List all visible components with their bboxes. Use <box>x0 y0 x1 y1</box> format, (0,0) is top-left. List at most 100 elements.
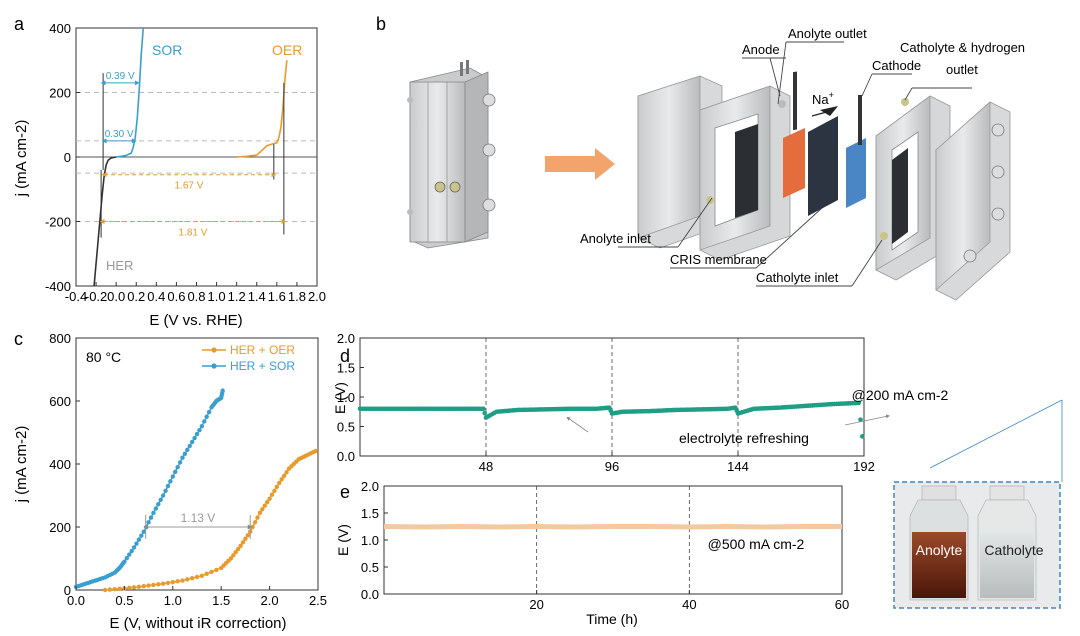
x-tick-label: -0.2 <box>85 289 107 304</box>
data-point <box>180 578 185 583</box>
label-na: Na+ <box>812 90 834 107</box>
x-tick-label: 0.8 <box>187 289 205 304</box>
y-tick-label: -200 <box>45 215 71 230</box>
x-tick-label: 1.8 <box>288 289 306 304</box>
data-point <box>206 409 212 415</box>
data-point <box>264 499 270 505</box>
data-point <box>158 497 163 503</box>
label-cathode: Cathode <box>872 58 921 73</box>
data-point <box>220 388 225 393</box>
arrow-icon <box>545 148 615 180</box>
chart-d: 48 96 144 192 0.0 0.5 1.0 1.5 2.0 E (V) @200 mA … <box>332 331 1063 482</box>
data-point <box>281 473 287 479</box>
data-point <box>257 510 263 516</box>
assembled-cell <box>407 60 496 249</box>
x-tick-label: 2.0 <box>261 593 279 608</box>
data-point <box>180 455 185 460</box>
chart-e-ylabel: E (V) <box>335 524 351 556</box>
x-tick-label: 0.2 <box>127 289 145 304</box>
data-point <box>856 400 862 406</box>
data-point <box>131 545 137 550</box>
y-tick-label: 0.0 <box>361 587 379 602</box>
panel-label-e: e <box>340 482 350 502</box>
cathode-tab <box>858 95 862 145</box>
panel-label-a: a <box>14 14 25 34</box>
data-point <box>189 575 195 581</box>
data-point <box>148 515 154 520</box>
panel-label-b: b <box>376 14 386 34</box>
data-point <box>277 480 282 486</box>
data-point <box>238 543 243 549</box>
data-point <box>279 477 284 482</box>
x-tick-label: -0.4 <box>65 289 87 304</box>
label-anolyte-outlet: Anolyte outlet <box>788 26 867 41</box>
data-point <box>156 582 161 587</box>
y-tick-label: 1.5 <box>361 506 379 521</box>
data-point <box>131 585 137 590</box>
gap-label: 0.30 V <box>105 129 134 140</box>
data-point <box>204 414 209 419</box>
data-point <box>481 406 486 412</box>
cathode-frame <box>875 95 951 281</box>
data-point <box>146 520 151 525</box>
data-point <box>107 587 113 592</box>
data-point <box>209 569 214 575</box>
chart-c: 1.13 V 0.0 0.5 1.0 1.5 2.0 2.5 0 200 400 600 800 E… <box>13 331 327 632</box>
y-tick-label: -400 <box>45 279 71 294</box>
data-point <box>156 501 161 507</box>
y-tick-label: 0.5 <box>337 420 355 435</box>
chart-a: 0.39 V0.30 V1.67 V1.81 V -0.4-0.2 0.0 0.2 0… <box>13 21 326 329</box>
x-tick-label: 0.5 <box>115 593 133 608</box>
label-outlet: outlet <box>946 62 978 77</box>
data-point <box>235 546 241 552</box>
x-tick-label: 0.4 <box>147 289 165 304</box>
y-tick-label: 400 <box>49 21 71 36</box>
data-point <box>134 541 139 546</box>
data-point <box>182 451 188 456</box>
x-tick-label: 96 <box>605 459 619 474</box>
y-tick-label: 0 <box>64 583 71 598</box>
data-point <box>231 553 236 558</box>
data-point <box>197 427 202 433</box>
data-point <box>139 533 144 538</box>
chart-c-frame <box>75 337 319 591</box>
legend-her-oer: HER + OER <box>230 343 295 357</box>
x-tick-label: 1.0 <box>164 593 182 608</box>
data-point <box>175 579 180 584</box>
data-point <box>122 559 127 564</box>
electrolyzer-diagram: Anolyte outlet Anode Catholyte & hydroge… <box>407 26 1025 301</box>
x-tick-label: 20 <box>529 597 543 612</box>
chart-a-ylabel: j (mA cm-2) <box>13 120 30 198</box>
x-tick-label: 1.4 <box>248 289 266 304</box>
data-point <box>163 488 168 493</box>
data-point <box>202 419 207 424</box>
anode-frame <box>699 85 791 261</box>
data-point <box>151 510 156 516</box>
data-point <box>117 586 122 592</box>
data-point <box>175 464 180 470</box>
data-point <box>269 492 275 497</box>
chart-d-current: @200 mA cm-2 <box>852 387 949 403</box>
photo-label-anolyte: Anolyte <box>916 542 963 558</box>
series-her <box>93 156 117 287</box>
chart-e-xlabel: Time (h) <box>586 611 638 627</box>
data-point <box>240 540 246 545</box>
cris-membrane <box>808 116 838 216</box>
chart-a-xlabel: E (V vs. RHE) <box>149 312 242 329</box>
data-point <box>151 582 156 588</box>
y-tick-label: 200 <box>49 86 71 101</box>
x-tick-label: 1.0 <box>208 289 226 304</box>
anode-plate <box>783 128 805 198</box>
y-tick-label: 400 <box>49 457 71 472</box>
y-tick-label: 600 <box>49 394 71 409</box>
data-point <box>160 581 166 586</box>
series-line <box>383 524 842 530</box>
y-tick-label: 0.0 <box>337 449 355 464</box>
legend-her-sor: HER + SOR <box>230 359 295 373</box>
data-point <box>272 488 277 493</box>
data-point <box>858 417 863 422</box>
data-point <box>127 585 132 591</box>
data-point <box>214 567 219 573</box>
gap-label: 1.81 V <box>179 228 208 239</box>
label-catholyte-hydrogen: Catholyte & hydrogen <box>900 40 1025 55</box>
